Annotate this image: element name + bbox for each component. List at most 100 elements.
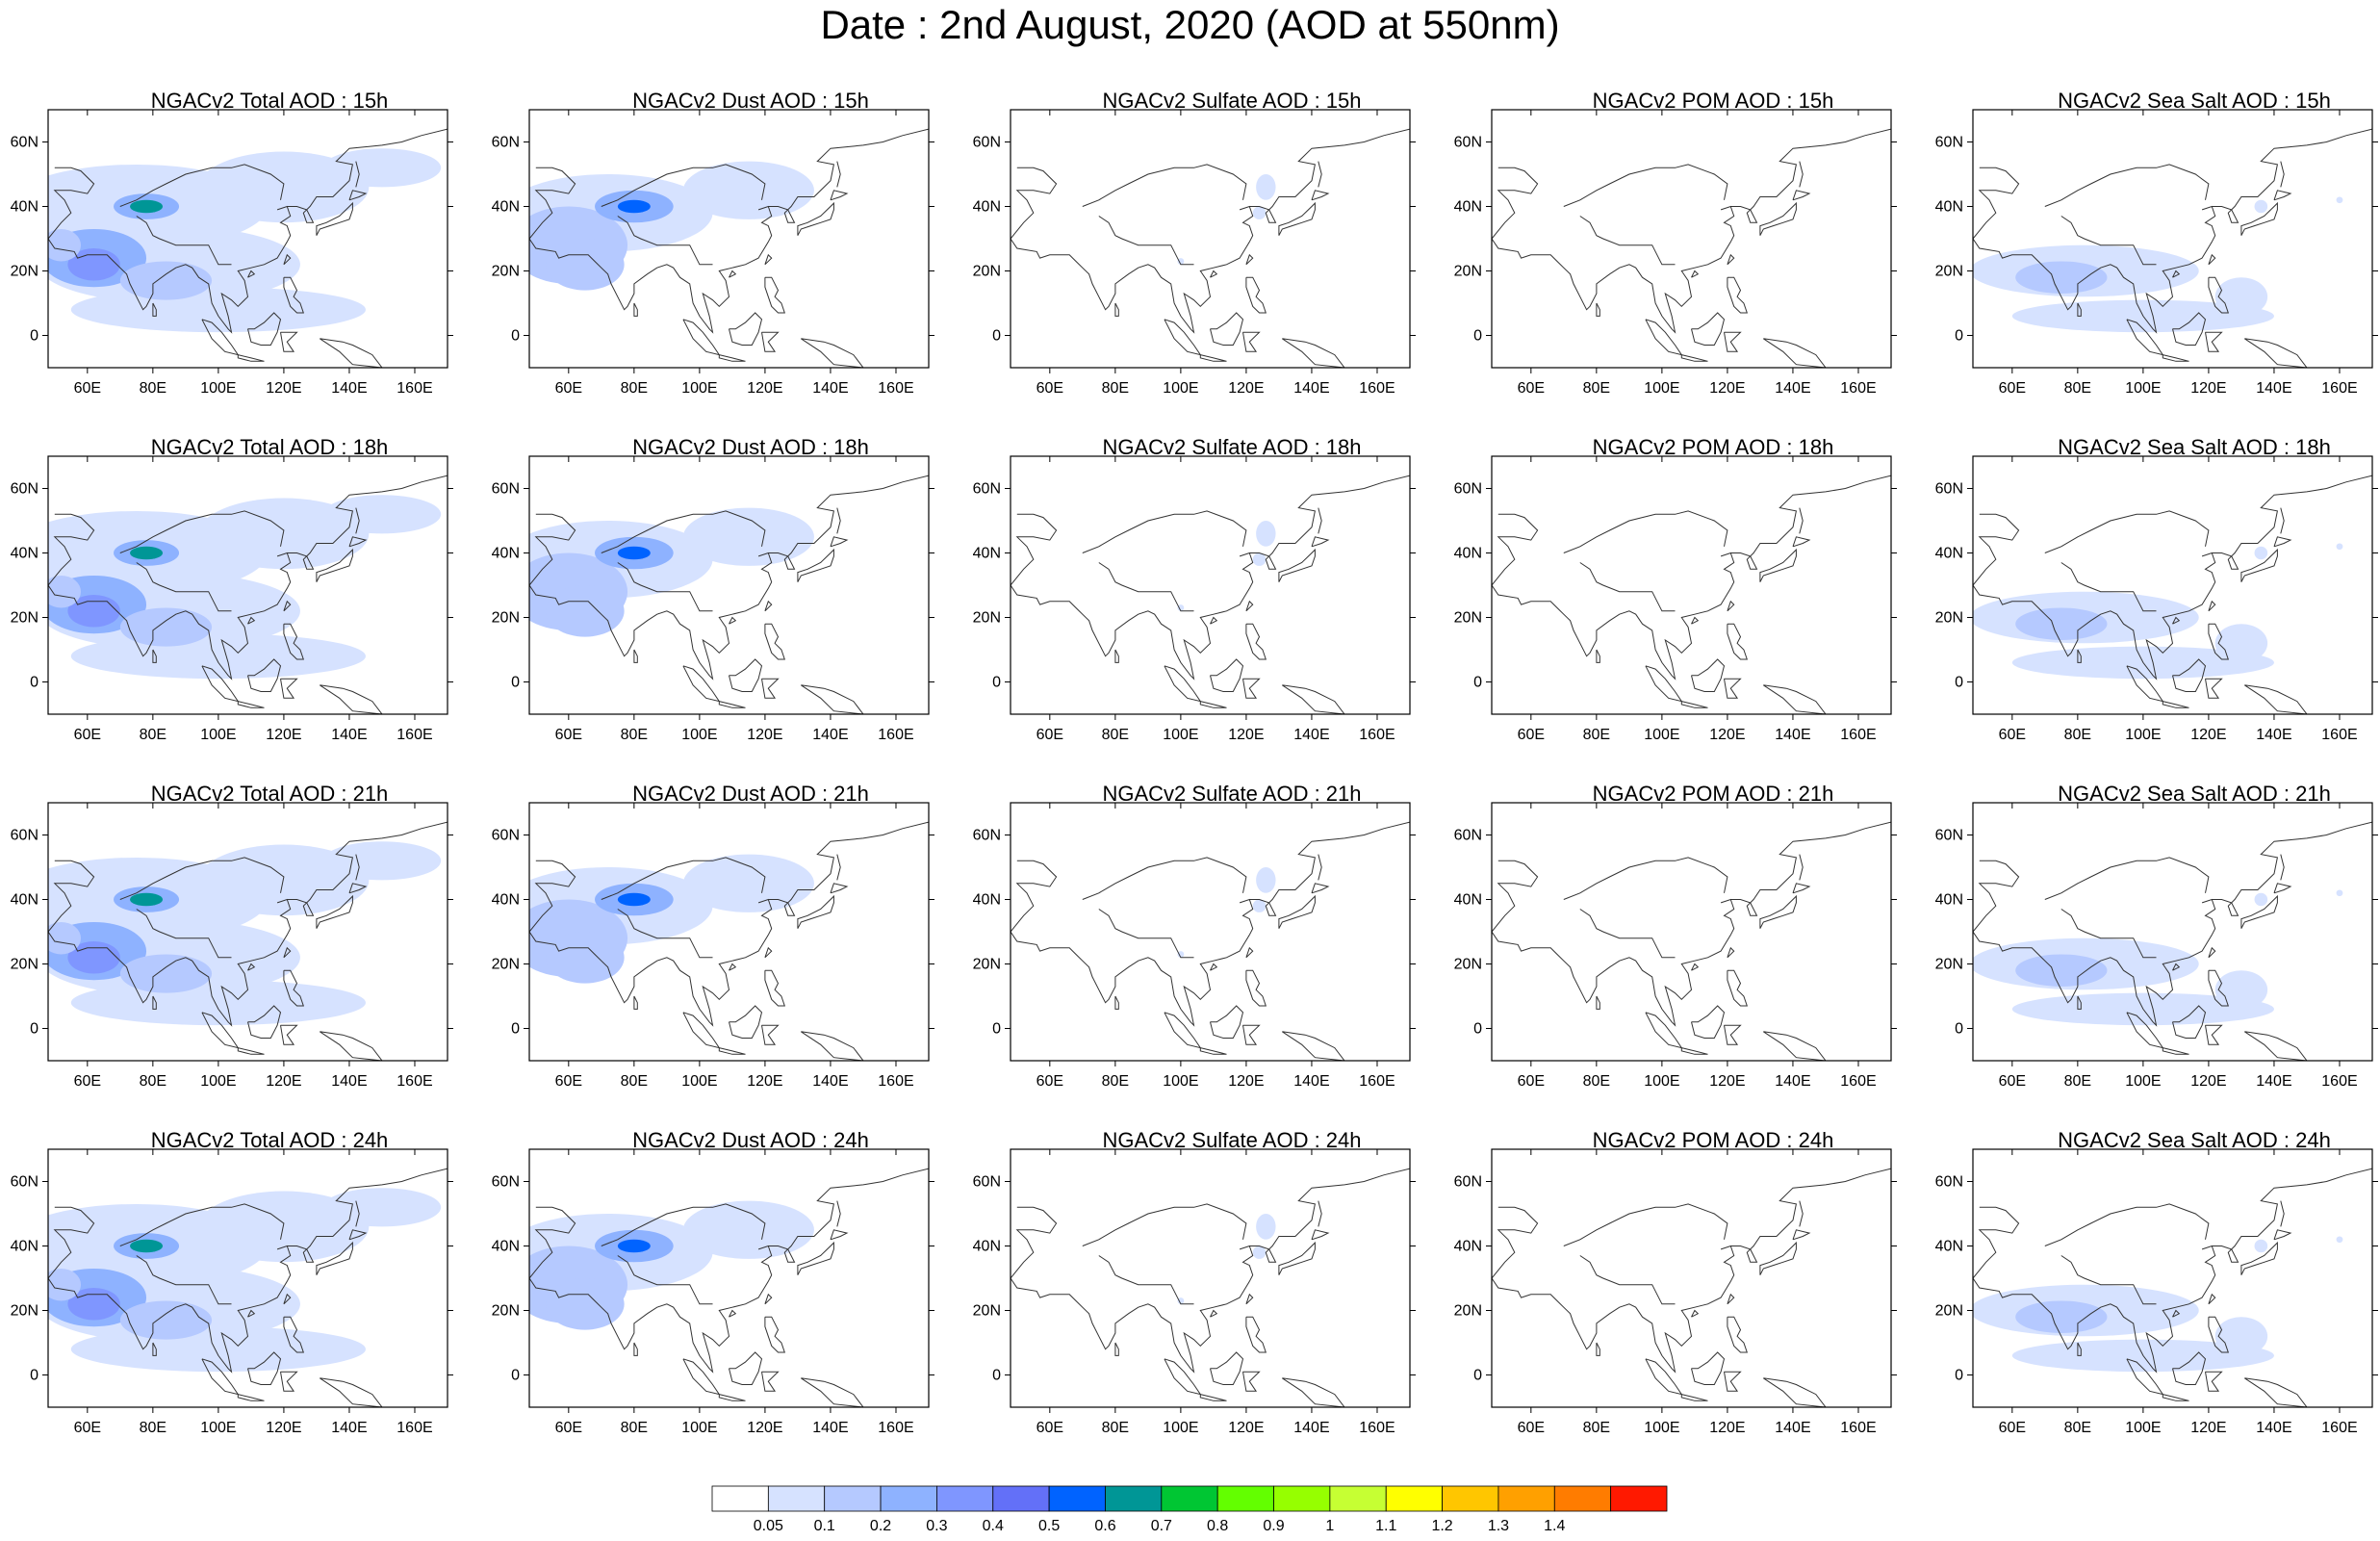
coastline (1114, 995, 1119, 1010)
coastline (1799, 161, 1804, 188)
coastline (1164, 665, 1202, 703)
lon-tick-label: 80E (1583, 1420, 1610, 1436)
lat-tick-label: 60N (492, 828, 520, 844)
coastline (633, 302, 638, 317)
lat-tick-label: 0 (511, 1021, 520, 1038)
aod-cell (2254, 892, 2268, 907)
lon-tick-label: 160E (878, 1420, 913, 1436)
coastline (1311, 883, 1330, 894)
coastline (2208, 969, 2229, 1007)
lon-tick-label: 140E (331, 1420, 367, 1436)
coastline (48, 128, 448, 334)
lat-tick-label: 20N (1935, 1303, 1963, 1320)
map-svg: 60E 80E 100E 120E 140E 160E 60N 40N 20N 0 (1935, 802, 2378, 1090)
lat-tick-label: 40N (11, 199, 38, 216)
map-panel: NGACv2 POM AOD : 18h 60E 80E 100E 120E 140E 16… (1444, 435, 1925, 762)
lon-tick-label: 120E (1228, 1073, 1264, 1090)
lat-tick-label: 40N (1454, 546, 1482, 562)
colorbar-swatch (1161, 1485, 1218, 1512)
lat-tick-label: 20N (973, 264, 1001, 280)
aod-cell (1177, 258, 1185, 265)
map-frame (1972, 109, 2373, 369)
lon-tick-label: 100E (2125, 1073, 2161, 1090)
lat-tick-label: 60N (11, 828, 38, 844)
lon-tick-label: 160E (397, 380, 432, 397)
coastline (1691, 312, 1726, 346)
coastline (2172, 1005, 2207, 1039)
lon-tick-label: 140E (1775, 1420, 1810, 1436)
aod-cell (67, 595, 120, 628)
aod-field (529, 161, 814, 291)
lat-tick-label: 0 (511, 675, 520, 691)
coastline (48, 167, 95, 240)
aod-cell (2214, 1317, 2268, 1356)
coastline (1278, 548, 1316, 582)
coastline (1318, 507, 1322, 534)
coastline (2044, 1203, 2210, 1246)
lon-tick-label: 140E (331, 1073, 367, 1090)
lat-tick-label: 60N (1935, 828, 1963, 844)
lat-tick-label: 20N (1935, 264, 1963, 280)
coastline (2077, 302, 2082, 317)
coastline (1114, 649, 1119, 663)
aod-cell (1252, 1246, 1267, 1259)
coastline (761, 331, 780, 352)
aod-cell (1256, 1214, 1276, 1240)
coastline (729, 616, 737, 625)
map-frame (47, 802, 448, 1062)
coastline (320, 684, 383, 714)
lat-tick-label: 60N (973, 135, 1001, 151)
coastline (247, 1005, 282, 1039)
colorbar-label: 0.1 (814, 1518, 835, 1534)
coastline (1492, 821, 1891, 1027)
coastline (152, 649, 157, 663)
coastline (2077, 1342, 2082, 1356)
aod-cell (322, 841, 442, 881)
lon-tick-label: 60E (1999, 727, 2026, 743)
lon-tick-label: 140E (2256, 727, 2291, 743)
coastline (729, 270, 737, 278)
coastline (1727, 253, 1735, 266)
coastlines (1973, 128, 2372, 368)
map-frame (47, 109, 448, 369)
aod-cell (48, 1268, 82, 1301)
coastline (1242, 1024, 1261, 1045)
coastline (1245, 946, 1254, 959)
coastline (1763, 1031, 1827, 1061)
coastline (764, 600, 773, 612)
coastline (761, 1024, 780, 1045)
lat-tick-label: 40N (973, 1239, 1001, 1255)
lat-tick-label: 0 (1473, 675, 1482, 691)
coastline (761, 678, 780, 699)
coastline (247, 1309, 256, 1318)
coastline (1082, 164, 1247, 207)
aod-field (48, 1188, 442, 1373)
lon-tick-label: 100E (681, 1073, 717, 1090)
coastline (2172, 658, 2207, 692)
lon-tick-label: 100E (1163, 380, 1198, 397)
map-panel: NGACv2 Sulfate AOD : 24h 60E 80E 100E 120E 14… (962, 1128, 1444, 1455)
coastline (48, 821, 448, 1027)
coastlines (1973, 1168, 2372, 1407)
coastline (682, 319, 721, 356)
panel-title: NGACv2 Dust AOD : 24h (632, 1128, 869, 1152)
lon-tick-label: 120E (1709, 1420, 1745, 1436)
lon-tick-label: 160E (1840, 727, 1876, 743)
coastline (136, 909, 232, 959)
coastline (1011, 167, 1058, 240)
lon-tick-label: 60E (555, 1420, 582, 1436)
coastline (836, 1200, 841, 1227)
coastline (797, 201, 834, 236)
coastline (283, 946, 292, 959)
aod-cell (2214, 624, 2268, 663)
aod-cell (617, 199, 651, 214)
lon-tick-label: 60E (1999, 1073, 2026, 1090)
aod-cell (1252, 899, 1267, 912)
lat-tick-label: 40N (11, 892, 38, 909)
map-frame (1010, 802, 1411, 1062)
colorbar-label: 0.9 (1263, 1518, 1284, 1534)
lat-tick-label: 0 (30, 328, 38, 345)
coastline (1242, 1371, 1261, 1392)
coastline (2244, 684, 2308, 714)
panel-title: NGACv2 Total AOD : 15h (150, 89, 389, 113)
